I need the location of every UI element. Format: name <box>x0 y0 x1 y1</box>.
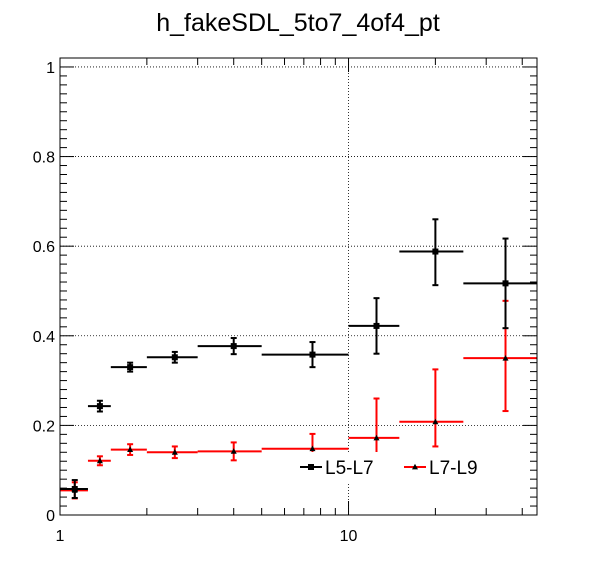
y-tick-label: 0.2 <box>33 418 55 435</box>
legend-label: L7-L9 <box>429 458 478 479</box>
plot-frame <box>59 57 538 516</box>
data-point <box>171 354 178 361</box>
series <box>60 218 537 500</box>
y-tick-label: 0.8 <box>33 150 55 167</box>
y-tick-label: 0 <box>46 508 55 525</box>
data-point <box>96 403 103 410</box>
y-tick-label: 0.4 <box>33 329 55 346</box>
x-tick-label: 10 <box>340 528 358 545</box>
x-tick-label: 1 <box>56 528 65 545</box>
data-point <box>373 434 380 441</box>
data-point <box>127 446 134 453</box>
data-point <box>127 364 134 371</box>
legend: L5-L7 L7-L9 <box>296 452 526 482</box>
axes: 1 10 0 0.2 0.4 0.6 0.8 1 <box>33 58 537 545</box>
data-point <box>309 351 316 358</box>
data-point <box>373 322 380 329</box>
series-L5-L7 <box>60 218 537 499</box>
data-point <box>432 418 439 425</box>
legend-marker <box>308 464 314 470</box>
data-point <box>96 457 103 464</box>
data-point <box>309 445 316 452</box>
legend-marker <box>412 463 418 470</box>
data-point <box>171 449 178 455</box>
data-point <box>230 448 237 454</box>
data-point <box>502 280 509 287</box>
chart-title: h_fakeSDL_5to7_4of4_pt <box>156 9 440 37</box>
data-point <box>71 486 78 493</box>
y-tick-label: 0.6 <box>33 239 55 256</box>
data-point <box>502 354 509 361</box>
legend-label: L5-L7 <box>325 458 374 479</box>
y-tick-label: 1 <box>46 60 55 77</box>
data-point <box>230 343 237 350</box>
data-point <box>432 248 439 255</box>
